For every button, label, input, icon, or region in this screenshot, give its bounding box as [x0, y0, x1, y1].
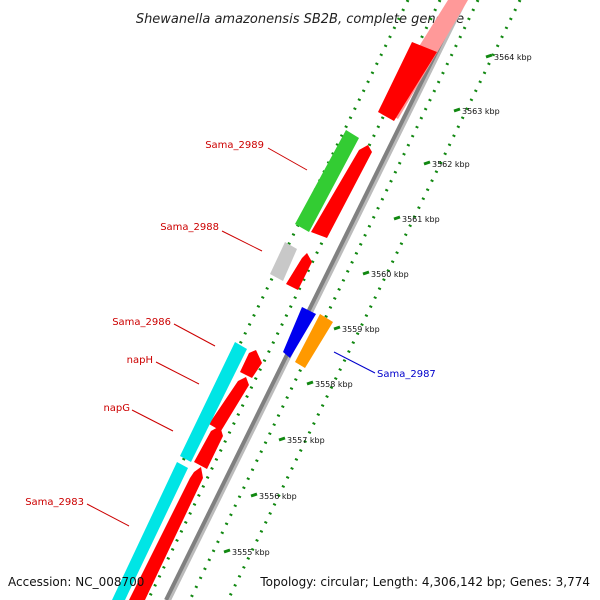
cds-feature: [194, 426, 223, 469]
gene-label: Sama_2988: [160, 222, 219, 233]
gene-label-leader-line: [221, 230, 263, 252]
gene-label-leader-line: [86, 503, 130, 527]
scale-tick-label: 3563 kbp: [462, 107, 500, 116]
gene-label: Sama_2989: [205, 140, 264, 151]
scale-tick-label: 3559 kbp: [342, 325, 380, 334]
cds-feature: [209, 377, 249, 431]
feature-sama-2988: [270, 242, 297, 281]
cds-feature: [311, 145, 372, 238]
topology-text: Topology: circular; Length: 4,306,142 bp…: [259, 575, 590, 589]
gene-label: Sama_2983: [25, 497, 84, 508]
feature-sama-2987-orange: [295, 314, 333, 368]
map-title: Shewanella amazonensis SB2B, complete ge…: [136, 12, 464, 27]
scale-tick-label: 3564 kbp: [494, 53, 532, 62]
gene-label: Sama_2987: [377, 369, 436, 380]
scale-tick-mark: [453, 107, 461, 113]
gene-label-leader-line: [173, 323, 216, 347]
feature-sama-2986: [180, 342, 247, 462]
reverse-guide-line-outer: [113, 0, 410, 600]
scale-tick-mark: [333, 325, 341, 331]
feature-sama-2989: [295, 130, 359, 232]
cds-feature: [378, 42, 437, 121]
gene-label: napG: [103, 403, 130, 414]
scale-tick-mark: [362, 270, 370, 276]
scale-tick-label: 3556 kbp: [259, 492, 297, 501]
scale-tick-mark: [423, 160, 431, 166]
scale-ticks: 3564 kbp 3563 kbp 3562 kbp 3561 kbp 3560 kbp…: [223, 53, 532, 557]
gene-label-leader-line: [155, 361, 200, 385]
scale-tick-mark: [306, 380, 314, 386]
scale-tick-mark: [223, 548, 231, 554]
scale-tick-label: 3560 kbp: [371, 270, 409, 279]
feature-sama-2986: [112, 462, 188, 600]
scale-tick-mark: [393, 215, 401, 221]
scale-tick-mark: [278, 436, 286, 442]
cds-feature: [240, 350, 262, 378]
forward-guide-line-outer: [226, 0, 522, 600]
backbone: [164, 0, 464, 600]
gene-label: Sama_2986: [112, 317, 171, 328]
scale-tick-label: 3562 kbp: [432, 160, 470, 169]
scale-tick-label: 3561 kbp: [402, 215, 440, 224]
forward-guide-line-inner: [188, 0, 480, 600]
scale-tick-label: 3558 kbp: [315, 380, 353, 389]
cds-feature: [286, 253, 312, 290]
scale-tick-mark: [250, 492, 258, 498]
scale-tick-label: 3555 kbp: [232, 548, 270, 557]
gene-label: napH: [127, 355, 153, 366]
scale-tick-mark: [485, 53, 493, 59]
gene-label-leader-line: [267, 147, 308, 171]
cds-feature: [129, 467, 203, 600]
feature-sama-2987-blue: [283, 307, 316, 358]
scale-tick-label: 3557 kbp: [287, 436, 325, 445]
gene-label-leader-line: [333, 351, 376, 374]
gene-labels: Sama_2989 Sama_2988 Sama_2986 napH napG Sama_…: [25, 140, 436, 527]
accession-text: Accession: NC_008700: [8, 575, 144, 589]
gene-label-leader-line: [131, 409, 174, 432]
